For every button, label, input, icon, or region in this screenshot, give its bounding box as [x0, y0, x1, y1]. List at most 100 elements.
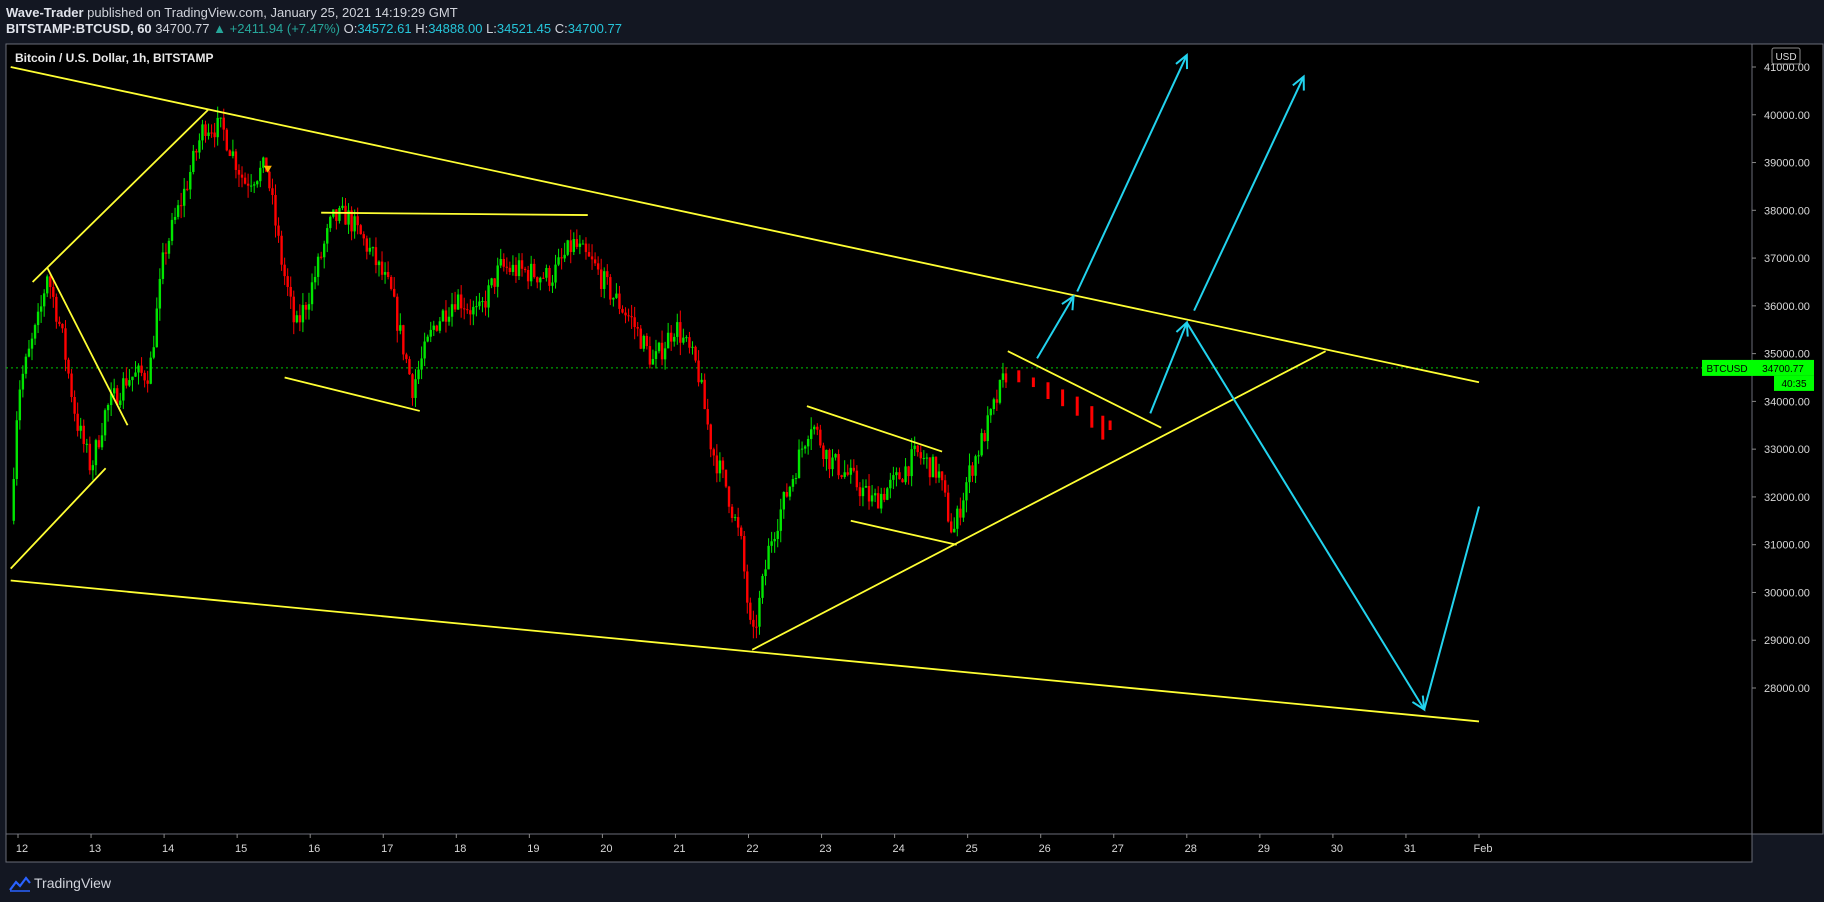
candle-body [319, 256, 323, 258]
candle-body [456, 294, 460, 310]
candle-body [487, 285, 490, 308]
candle-body [581, 243, 585, 245]
candle-body [676, 322, 679, 337]
candle-body [289, 286, 292, 297]
projection-arrow-line [1423, 506, 1480, 710]
currency-badge[interactable] [1771, 47, 1801, 65]
candle-body [344, 205, 347, 225]
candle-body [280, 235, 283, 265]
candle-body [386, 272, 390, 277]
resistance-38k [321, 211, 588, 216]
candle-body [721, 460, 725, 470]
candle-body [426, 336, 429, 342]
candle-body [858, 487, 862, 497]
candle-body [922, 458, 926, 460]
candle-body [806, 439, 810, 447]
candle-body [1004, 373, 1008, 383]
candle-body [298, 315, 302, 323]
tradingview-brand[interactable]: TradingView [34, 875, 112, 891]
candle-body [663, 348, 667, 360]
candle-body [940, 471, 944, 481]
candle-body [408, 359, 411, 375]
candle-body [660, 342, 664, 360]
candle-body [155, 308, 158, 348]
candle-body [271, 188, 274, 196]
candle-body [326, 228, 329, 244]
low-label: L: [486, 21, 497, 36]
candle-body [633, 317, 636, 328]
candle-body [301, 304, 305, 323]
candle-body [563, 254, 566, 259]
candle-body [137, 365, 140, 373]
author-name[interactable]: Wave-Trader [6, 5, 84, 20]
candle-body [666, 332, 670, 349]
candle-body [989, 409, 992, 416]
candle-body [934, 456, 938, 478]
candle-body [252, 184, 256, 186]
candle-body [362, 234, 365, 239]
candle-body [429, 329, 432, 337]
x-axis-ticks: 12 13 14 15 16 17 18 19 20 21 22 23 24 25 26 27 28 29 30 31… [16, 834, 1492, 855]
candle-body [91, 465, 95, 471]
candle-body [216, 117, 219, 138]
plot-area[interactable] [5, 43, 1753, 835]
candle-body [79, 425, 82, 431]
candle-body [149, 357, 152, 384]
symbol-label[interactable]: BITSTAMP:BTCUSD, 60 [6, 21, 152, 36]
projection-arrow-line [1076, 54, 1188, 292]
time-scale[interactable] [5, 833, 1753, 863]
candle-body [472, 306, 475, 315]
candle-body [475, 306, 478, 308]
candle-body [109, 393, 113, 406]
candle-body [237, 169, 241, 175]
candle-body [980, 433, 983, 456]
x-tick-label: 24 [892, 843, 904, 855]
y-tick-label: 31000.00 [1764, 540, 1810, 552]
countdown-label: 40:35 [1781, 379, 1806, 390]
candle-body [511, 264, 515, 272]
candle-body [956, 508, 959, 529]
candle-body [575, 239, 579, 247]
candle-body [590, 256, 594, 260]
candle-body [749, 602, 752, 620]
candle-body [505, 266, 509, 268]
candle-body [764, 569, 767, 577]
candle-body [852, 467, 856, 471]
candle-body [368, 247, 372, 252]
candle-body [207, 132, 210, 136]
candle-body [210, 132, 213, 134]
projected-bar [1017, 370, 1021, 383]
price-chart[interactable]: Bitcoin / U.S. Dollar, 1h, BITSTAMP USD … [0, 43, 1824, 866]
candle-body [146, 380, 149, 384]
candle-body [67, 359, 70, 374]
candle-body [855, 470, 859, 488]
candle-body [788, 486, 792, 497]
candle-body [134, 372, 137, 377]
price-scale[interactable] [1751, 43, 1824, 835]
candle-body [816, 426, 819, 430]
candle-body [201, 124, 204, 141]
candle-body [106, 405, 110, 411]
candle-body [770, 541, 773, 546]
candle-body [752, 619, 755, 627]
candle-body [484, 301, 487, 308]
candle-body [350, 210, 353, 232]
candle-body [791, 479, 795, 487]
candle-body [417, 369, 420, 380]
candle-body [514, 264, 518, 277]
candle-body [560, 257, 563, 259]
y-tick-label: 36000.00 [1764, 301, 1810, 313]
candle-body [895, 472, 898, 476]
x-tick-label: 14 [162, 843, 174, 855]
candle-body [274, 195, 277, 226]
sell-marker-icon [263, 165, 272, 173]
candle-body [73, 396, 76, 414]
candle-body [889, 479, 892, 489]
tradingview-logo-icon[interactable] [8, 876, 32, 892]
candle-body [338, 207, 341, 221]
arrowhead-icon [1292, 74, 1305, 91]
candle-body [198, 140, 201, 153]
candle-body [639, 328, 642, 349]
candle-body [125, 378, 128, 386]
candle-body [76, 413, 79, 431]
